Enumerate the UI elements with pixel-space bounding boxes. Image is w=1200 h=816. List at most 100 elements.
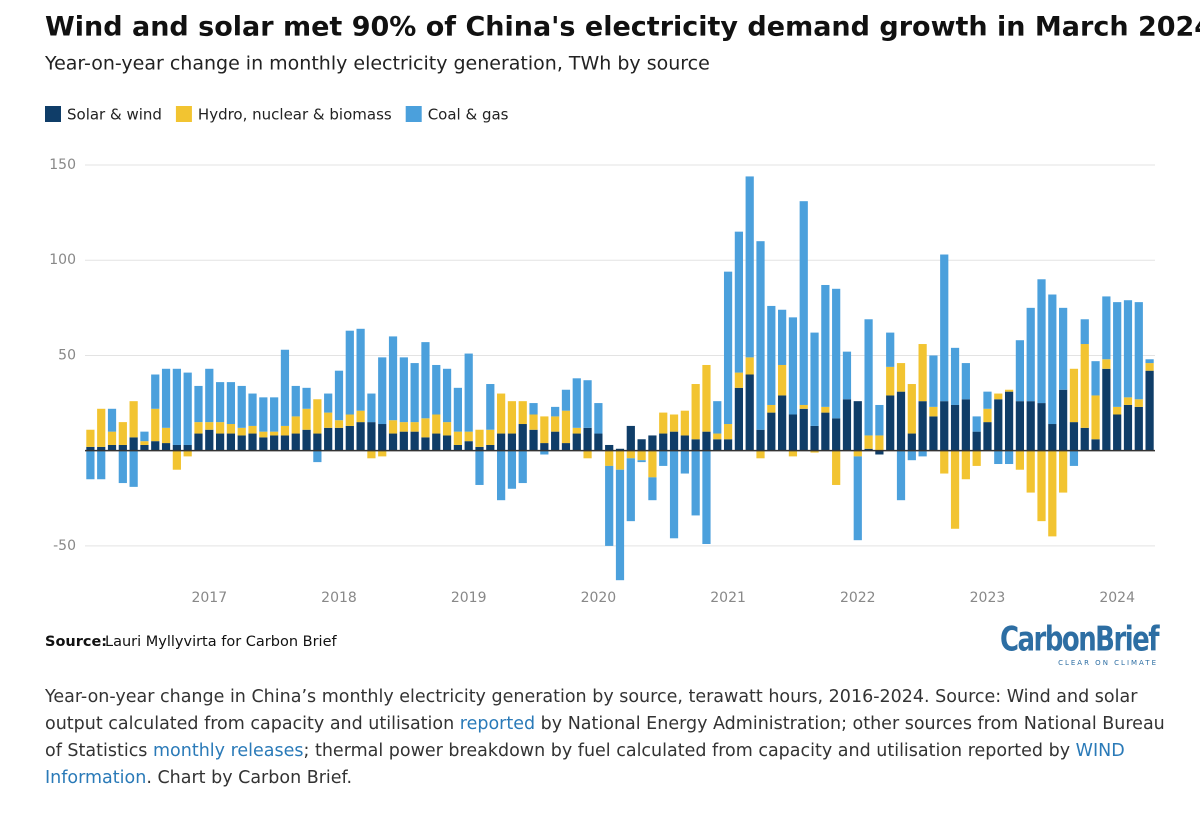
bar — [421, 418, 430, 438]
bar — [659, 412, 668, 434]
bar — [669, 414, 679, 432]
bar — [1015, 450, 1025, 470]
bar — [529, 429, 538, 451]
bar — [778, 364, 787, 396]
bar — [637, 450, 646, 461]
bar — [734, 372, 743, 388]
bar — [605, 465, 614, 546]
bar — [561, 389, 571, 411]
bar — [280, 435, 290, 451]
bar — [1015, 401, 1025, 451]
link[interactable]: monthly releases — [153, 741, 304, 761]
bar — [259, 437, 268, 451]
bar — [140, 431, 149, 442]
y-tick-label: -50 — [53, 538, 76, 554]
bar — [886, 395, 895, 451]
bar — [767, 305, 776, 405]
bar — [248, 433, 257, 451]
bar — [1123, 397, 1133, 405]
bar — [1145, 359, 1154, 364]
bar — [507, 433, 517, 451]
bar — [950, 404, 960, 451]
link[interactable]: WIND Information — [45, 741, 1125, 788]
bar — [356, 328, 365, 411]
bar — [205, 422, 214, 430]
bar — [215, 422, 225, 434]
bar — [410, 363, 419, 423]
bar — [929, 416, 938, 451]
bar — [572, 427, 581, 434]
bar — [745, 357, 754, 375]
bar — [1026, 307, 1035, 402]
x-tick-label: 2023 — [970, 590, 1006, 606]
bar — [118, 422, 127, 445]
bar — [1091, 395, 1100, 440]
bar — [356, 410, 365, 423]
bar — [615, 450, 625, 470]
bar — [853, 456, 862, 541]
bar — [1026, 450, 1035, 493]
x-tick-label: 2021 — [710, 590, 746, 606]
bar — [810, 450, 819, 453]
bar — [918, 401, 927, 451]
legend-label: Solar & wind — [67, 106, 162, 124]
bar — [161, 427, 171, 444]
bar — [788, 450, 798, 457]
bar — [129, 437, 138, 451]
bar — [410, 422, 419, 432]
bar — [270, 435, 279, 451]
bar — [896, 450, 906, 501]
bar — [497, 393, 506, 434]
bar — [475, 446, 484, 451]
bar — [626, 458, 635, 522]
bar — [994, 393, 1003, 400]
bar — [388, 420, 398, 434]
bar — [713, 433, 722, 440]
bar — [1123, 300, 1133, 398]
bar — [972, 450, 981, 466]
bar — [129, 450, 138, 487]
bar — [745, 374, 754, 451]
bar — [205, 368, 214, 423]
bar — [291, 433, 300, 451]
bar — [1037, 403, 1046, 451]
bar — [832, 288, 841, 419]
bar — [399, 422, 408, 432]
bar — [561, 443, 571, 451]
bar — [767, 412, 776, 451]
bar — [1102, 359, 1111, 369]
legend-label: Coal & gas — [428, 106, 509, 124]
bar — [821, 412, 830, 451]
bar — [432, 364, 441, 415]
bar — [832, 418, 841, 451]
bar — [237, 385, 246, 428]
bar — [194, 385, 203, 423]
bar — [626, 425, 635, 451]
bar — [529, 414, 538, 430]
bar — [486, 444, 495, 451]
bar — [248, 393, 257, 426]
bar — [388, 433, 398, 451]
bar — [788, 414, 798, 451]
bar — [367, 450, 376, 459]
bar — [1113, 406, 1122, 415]
bar — [648, 450, 657, 478]
bar — [896, 363, 906, 392]
bar — [853, 401, 862, 451]
bar — [961, 450, 970, 480]
bar — [215, 433, 225, 451]
bar — [378, 357, 387, 425]
caption-text: . Chart by Carbon Brief. — [146, 768, 353, 788]
bar — [691, 384, 700, 440]
bar — [280, 425, 290, 436]
bar — [475, 450, 484, 485]
bar — [86, 429, 95, 447]
link[interactable]: reported — [459, 714, 536, 734]
bar — [691, 439, 700, 451]
bar — [1048, 424, 1057, 451]
bar — [929, 406, 938, 417]
bar — [118, 450, 127, 484]
bar — [940, 401, 949, 451]
bar — [572, 433, 581, 451]
